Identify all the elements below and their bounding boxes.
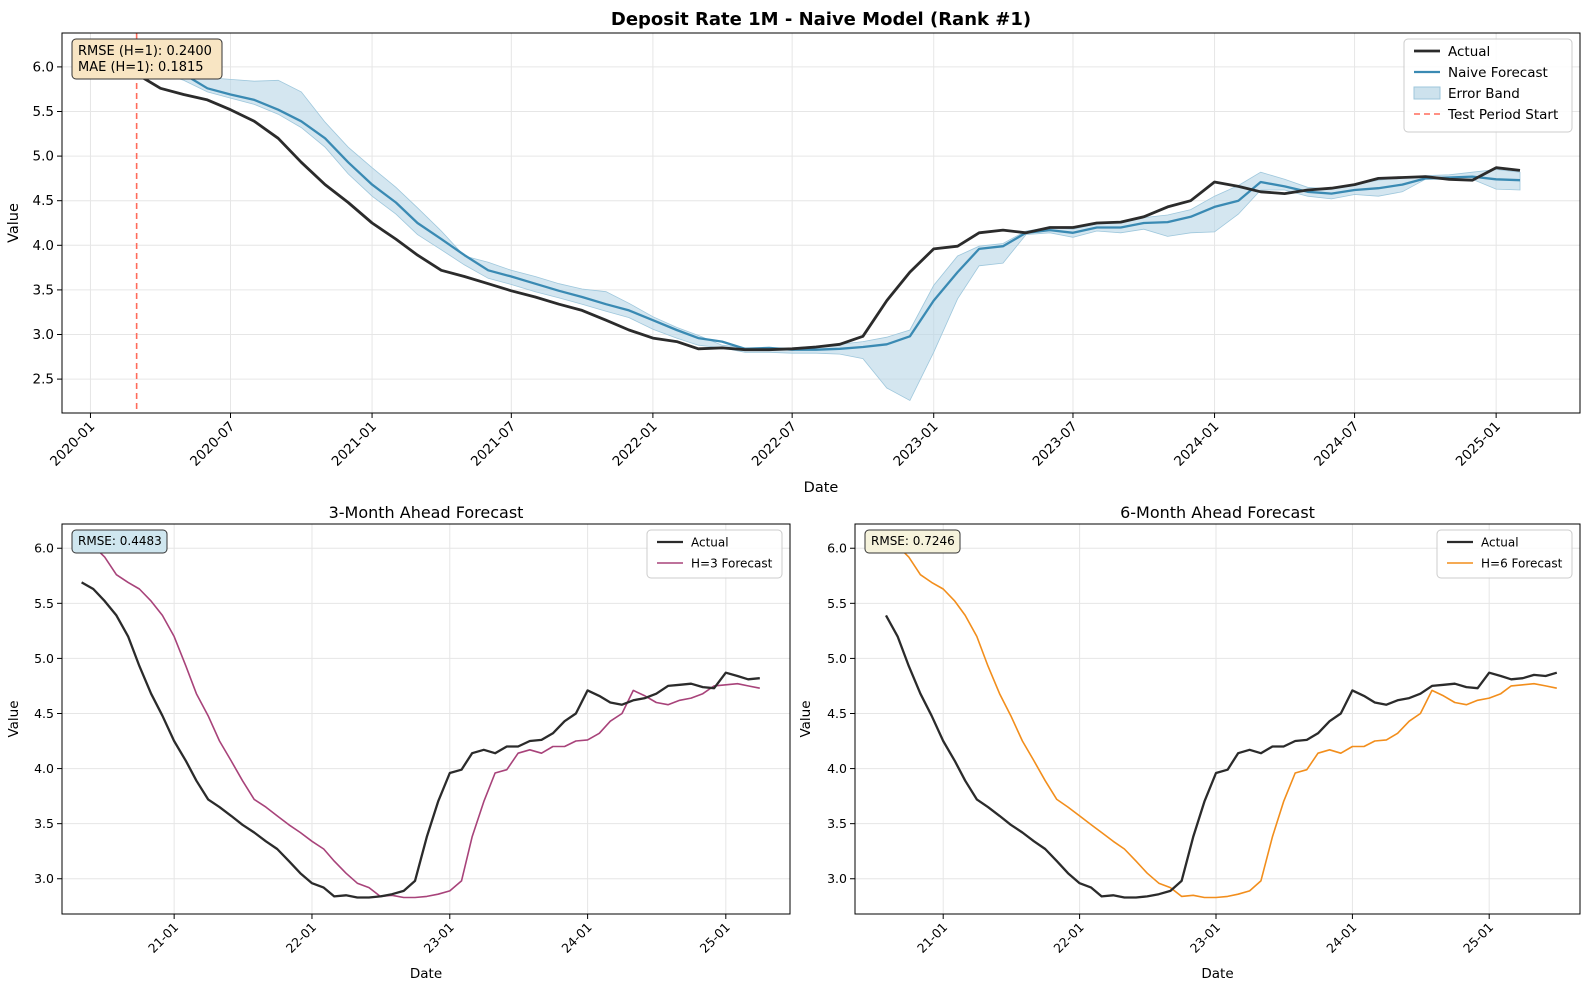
x-tick-label: 2021-01 [329, 419, 380, 470]
x-axis-label: Date [1201, 966, 1233, 982]
y-tick-label: 4.5 [827, 706, 847, 721]
y-tick-label: 6.0 [33, 59, 54, 75]
x-tick-label: 2024-01 [1171, 419, 1222, 470]
legend-label: Error Band [1448, 86, 1520, 102]
x-tick-label: 2024-07 [1311, 419, 1362, 470]
x-axis-label: Date [410, 966, 442, 982]
y-tick-label: 4.5 [34, 706, 54, 721]
x-tick-label: 2022-01 [610, 419, 661, 470]
chart-title: Deposit Rate 1M - Naive Model (Rank #1) [611, 9, 1031, 30]
y-tick-label: 4.0 [34, 761, 54, 776]
y-tick-label: 3.5 [34, 816, 54, 831]
x-tick-label: 21-01 [145, 920, 181, 956]
metrics-annotation: RMSE (H=1): 0.2400 MAE (H=1): 0.1815 [78, 44, 212, 75]
x-tick-label: 23-01 [1187, 920, 1223, 956]
y-tick-label: 5.5 [827, 596, 847, 611]
axes-frame [854, 523, 1581, 915]
x-tick-label: 2021-07 [468, 419, 519, 470]
y-tick-label: 3.5 [827, 816, 847, 831]
x-tick-label: 22-01 [1050, 920, 1086, 956]
legend-label: Naive Forecast [1448, 65, 1548, 81]
series-line-h-6-forecast [885, 538, 1557, 899]
x-tick-label: 2020-01 [47, 419, 98, 470]
metrics-annotation-line: RMSE (H=1): 0.2400 [78, 44, 212, 59]
metrics-annotation-line: MAE (H=1): 0.1815 [78, 60, 204, 75]
legend-label: Actual [1448, 44, 1490, 60]
plot-area [884, 538, 1558, 899]
x-tick-label: 25-01 [697, 920, 733, 956]
legend-label: Actual [691, 535, 729, 549]
y-tick-label: 6.0 [34, 541, 54, 556]
y-axis-label: Value [798, 700, 814, 737]
x-tick-label: 2023-01 [890, 419, 941, 470]
x-tick-label: 2020-07 [187, 419, 238, 470]
legend-label: H=6 Forecast [1481, 556, 1563, 570]
y-tick-label: 4.0 [33, 238, 54, 254]
series-line-h-3-forecast [81, 536, 760, 899]
metrics-annotation: RMSE: 0.4483 [78, 534, 162, 548]
y-tick-label: 3.0 [34, 871, 54, 886]
y-tick-label: 3.0 [33, 327, 54, 343]
y-axis-label: Value [6, 700, 22, 737]
y-tick-label: 4.0 [827, 761, 847, 776]
series-line-actual [81, 581, 760, 899]
y-tick-label: 5.0 [33, 149, 54, 165]
y-tick-label: 4.5 [33, 193, 54, 209]
y-tick-label: 2.5 [33, 372, 54, 388]
x-axis-label: Date [804, 480, 839, 496]
metrics-annotation-box [864, 529, 961, 554]
x-tick-label: 2022-07 [749, 419, 800, 470]
y-tick-label: 5.5 [33, 104, 54, 120]
x-tick-label: 21-01 [914, 920, 950, 956]
x-tick-label: 23-01 [421, 920, 457, 956]
axes-frame [61, 523, 791, 915]
x-tick-label: 24-01 [1323, 920, 1359, 956]
x-tick-label: 25-01 [1460, 920, 1496, 956]
x-tick-label: 22-01 [283, 920, 319, 956]
y-tick-label: 5.5 [34, 596, 54, 611]
error-band [136, 55, 1521, 402]
axes-frame [61, 32, 1581, 414]
legend-label: Test Period Start [1447, 107, 1558, 123]
plot-area [135, 33, 1521, 413]
x-tick-label: 2025-01 [1453, 419, 1504, 470]
metrics-annotation-line: RMSE: 0.4483 [78, 534, 162, 548]
y-tick-label: 3.5 [33, 282, 54, 298]
y-tick-label: 5.0 [827, 651, 847, 666]
series-line-naive-forecast [136, 63, 1521, 351]
legend-label: H=3 Forecast [691, 556, 773, 570]
y-tick-label: 3.0 [827, 871, 847, 886]
metrics-annotation-line: RMSE: 0.7246 [871, 534, 955, 548]
y-tick-label: 5.0 [34, 651, 54, 666]
metrics-annotation: RMSE: 0.7246 [871, 534, 955, 548]
series-line-actual [135, 72, 1521, 352]
x-tick-label: 24-01 [558, 920, 594, 956]
y-axis-label: Value [6, 203, 22, 243]
legend-swatch-patch [1413, 86, 1441, 100]
x-tick-label: 2023-07 [1030, 419, 1081, 470]
chart-title: 3-Month Ahead Forecast [329, 503, 524, 522]
metrics-annotation-box [71, 38, 223, 80]
plot-area [81, 536, 760, 899]
legend-label: Actual [1481, 535, 1519, 549]
chart-title: 6-Month Ahead Forecast [1120, 503, 1315, 522]
legend-box [1403, 38, 1573, 133]
series-line-actual [884, 614, 1558, 899]
metrics-annotation-box [71, 529, 168, 554]
y-tick-label: 6.0 [827, 541, 847, 556]
